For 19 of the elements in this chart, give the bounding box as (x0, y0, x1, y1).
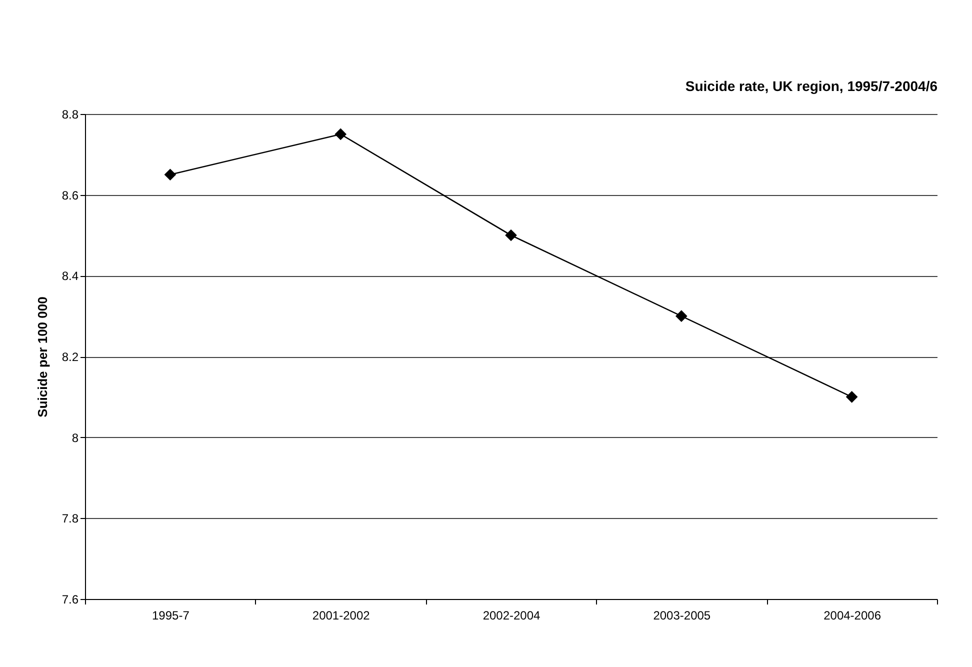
point (846, 391, 858, 403)
y-tick-label: 8.6 (62, 188, 79, 202)
point (164, 168, 176, 181)
y-axis-title: Suicide per 100 000 (34, 296, 50, 418)
x-tick-label: 2003-2005 (653, 608, 711, 622)
point (334, 128, 347, 140)
x-tick-label: 1995-7 (152, 608, 190, 622)
y-tick-label: 8.2 (62, 350, 79, 364)
y-tick-label: 7.6 (62, 592, 79, 606)
y-tick-label: 8.4 (62, 269, 79, 284)
point (505, 229, 517, 242)
x-tick-label: 2001-2002 (312, 608, 370, 622)
y-tick-label: 8.8 (62, 108, 79, 122)
y-tick-label: 8 (72, 430, 79, 445)
y-tick-label: 7.8 (62, 512, 79, 526)
x-tick-label: 2002-2004 (482, 608, 541, 622)
x-tick-label: 2004-2006 (824, 608, 882, 622)
chart-title: Suicide rate, UK region, 1995/7-2004/6 (685, 78, 938, 94)
point (675, 310, 688, 322)
